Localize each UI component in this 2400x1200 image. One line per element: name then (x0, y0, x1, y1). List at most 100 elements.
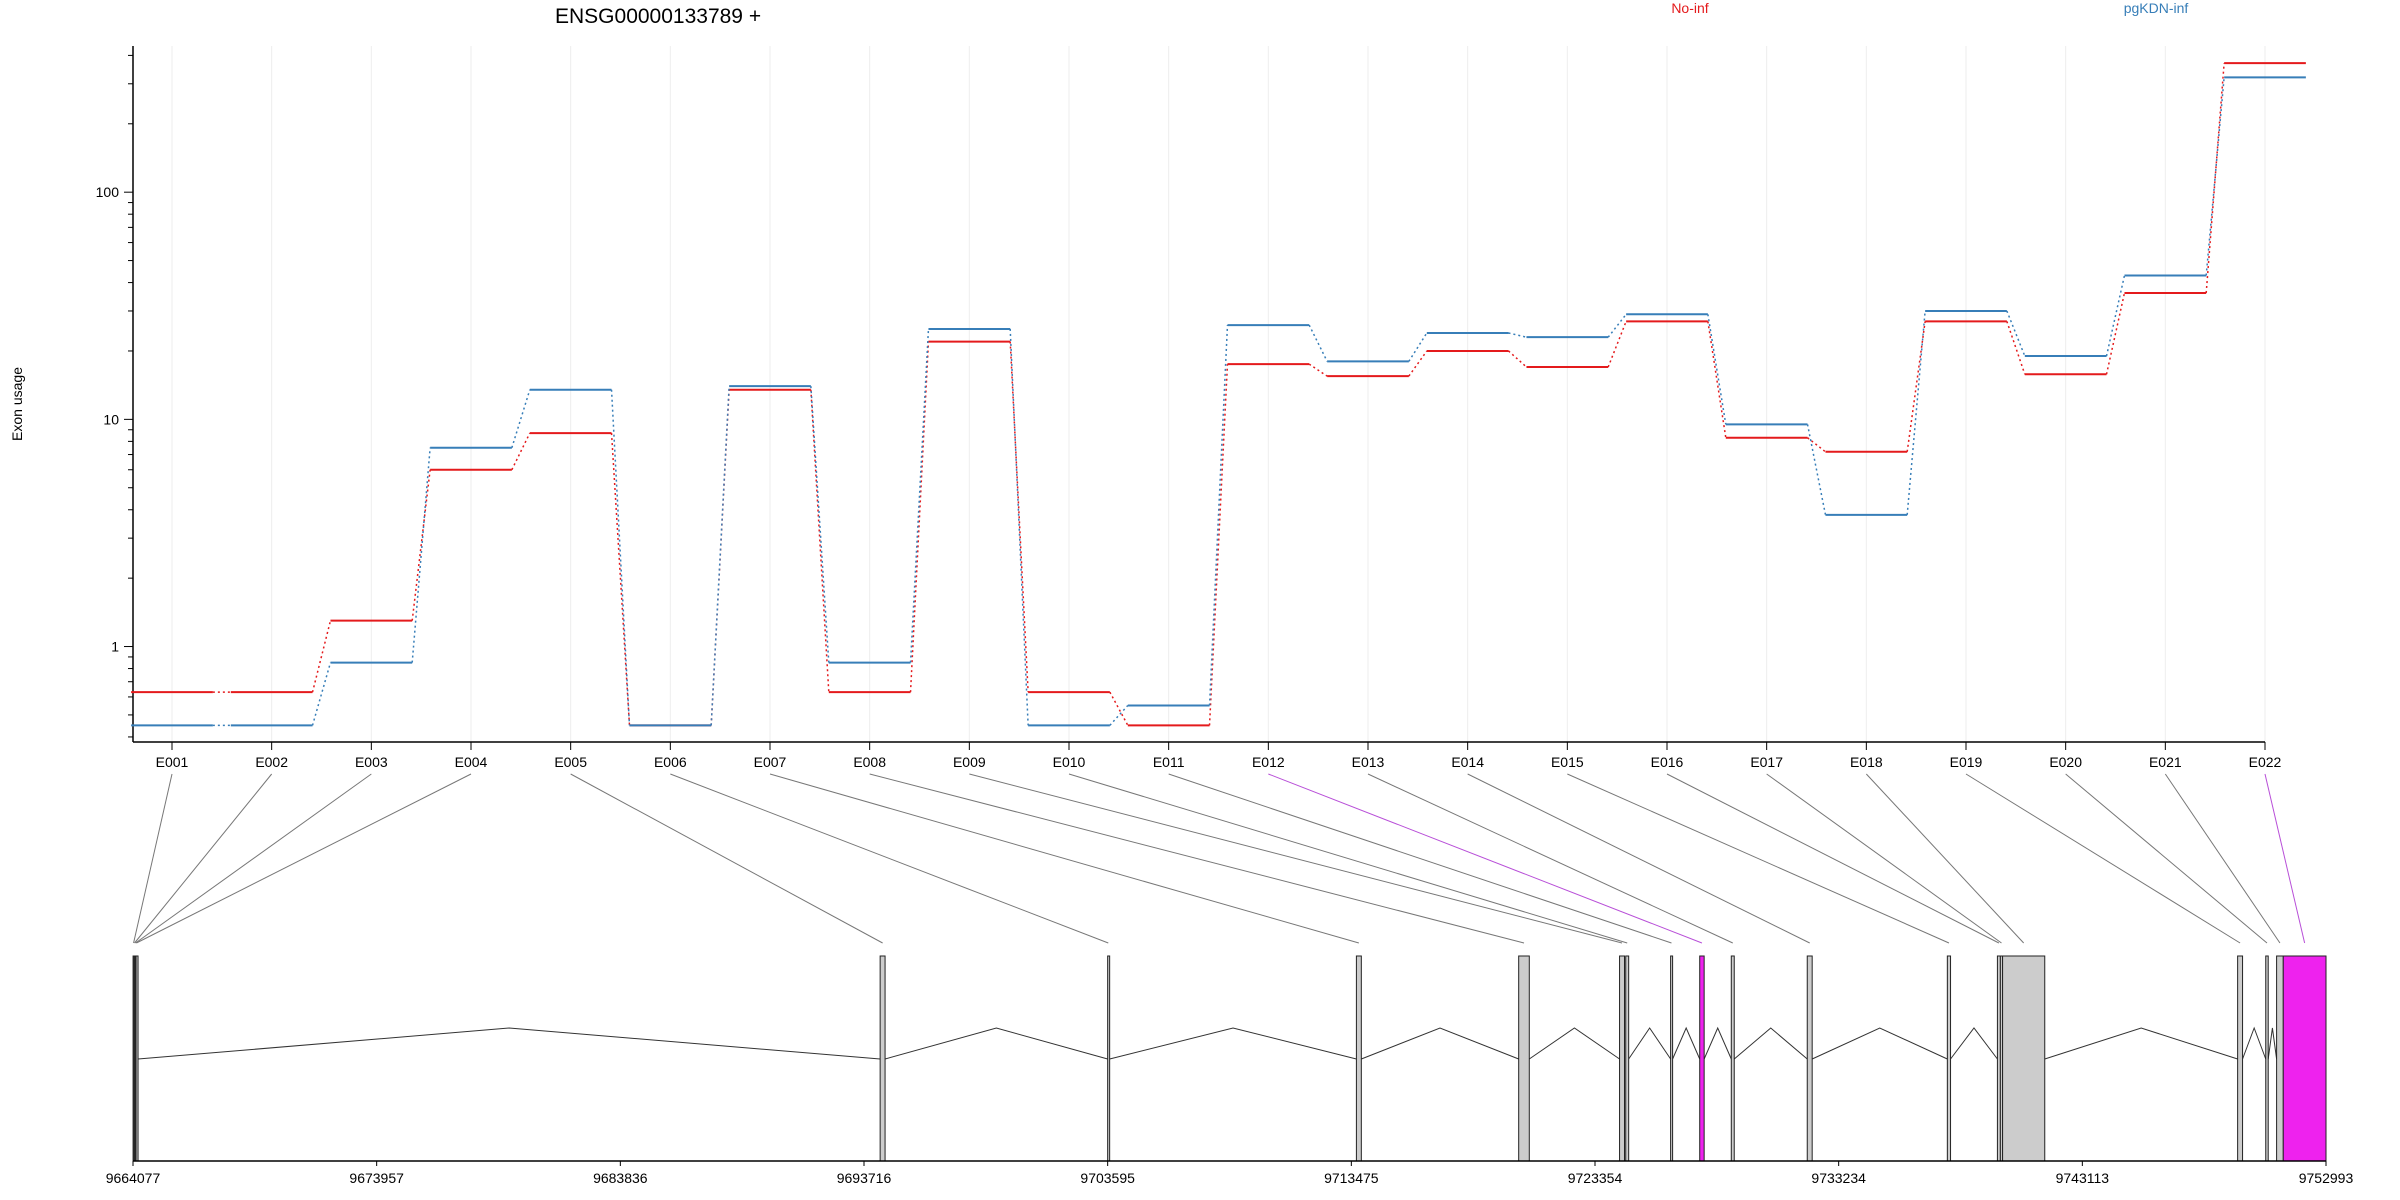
series-connector (1807, 437, 1826, 453)
exon-connector-e010 (1068, 773, 1628, 944)
exon-connector-e013 (1367, 773, 1733, 944)
series-connector (810, 386, 830, 663)
exon-box-e009 (1619, 955, 1625, 1162)
exon-box-e018 (2002, 955, 2046, 1162)
series-connector (2006, 321, 2026, 375)
series-connector (2205, 77, 2225, 276)
x-tick-label-e005: E005 (554, 754, 587, 770)
exon-box-e014 (1806, 955, 1813, 1162)
x-tick-label-e009: E009 (953, 754, 986, 770)
exon-box-e013 (1730, 955, 1735, 1162)
x-tick-label-e012: E012 (1252, 754, 1285, 770)
exon-connector-e011 (1168, 773, 1672, 944)
gene-model: 9664077 9673957 9683836 9693716 9703595 97134… (106, 955, 2354, 1186)
x-tick-label-e002: E002 (255, 754, 288, 770)
genomic-coordinate-label: 9683836 (593, 1170, 648, 1186)
x-tick-label-e014: E014 (1451, 754, 1484, 770)
exon-box-e020 (2265, 955, 2269, 1162)
series-connector (1806, 424, 1827, 515)
genomic-coordinate-label: 9743113 (2056, 1170, 2110, 1186)
series-connector (1906, 321, 1926, 452)
axis-layer: 1 10 100 E001 E002 E003 E004 E005 E006 E007 E008 E0… (96, 46, 2282, 770)
series-connector (1906, 310, 1926, 515)
exon-box-e022 (2282, 955, 2327, 1162)
exon-connector-e006 (670, 773, 1109, 944)
exon-connector-e022 (2264, 773, 2306, 944)
intron-line (1628, 1027, 1672, 1060)
series-connector (1607, 321, 1627, 368)
x-tick-label-e003: E003 (355, 754, 388, 770)
exon-connector-e008 (869, 773, 1525, 944)
series-connector (1308, 324, 1328, 362)
x-tick-label-e015: E015 (1551, 754, 1584, 770)
exon-connector-e012 (1268, 773, 1703, 944)
x-tick-label-e007: E007 (754, 754, 787, 770)
series-connector (1408, 332, 1428, 362)
exon-connector-e001 (133, 773, 173, 944)
series-connector (511, 432, 531, 471)
exon-box-e015 (1946, 955, 1952, 1162)
x-tick-label-e021: E021 (2149, 754, 2182, 770)
intron-line (1361, 1027, 1519, 1060)
genomic-coordinate-label: 9752993 (2299, 1170, 2354, 1186)
exon-box-e019 (2237, 955, 2244, 1162)
x-tick-label-e016: E016 (1651, 754, 1684, 770)
exon-connector-e020 (2065, 773, 2268, 944)
series-connector (511, 389, 531, 448)
exon-box-e007 (1355, 955, 1362, 1162)
series-connector (610, 389, 631, 726)
exon-connector-e018 (1865, 773, 2025, 944)
series-connector (1109, 705, 1129, 726)
exon-box-e004 (135, 955, 139, 1162)
intron-line (137, 1027, 881, 1060)
series-connector (2105, 275, 2126, 357)
intron-line (1672, 1026, 1701, 1060)
intron-line (2267, 1027, 2278, 1060)
exon-box-e010 (1625, 955, 1630, 1162)
exon-box-e006 (1107, 955, 1111, 1162)
intron-line (884, 1027, 1108, 1060)
exon-connector-e016 (1666, 773, 2000, 944)
exon-connector-e005 (570, 773, 883, 944)
y-tick-label: 10 (103, 411, 119, 427)
legend-entry-pgkdn-inf: pgKDN-inf (2124, 0, 2189, 16)
genomic-coordinate-label: 9703595 (1080, 1170, 1135, 1186)
x-tick-label-e019: E019 (1950, 754, 1983, 770)
series-connector (909, 328, 930, 663)
exon-box-e005 (879, 955, 886, 1162)
intron-line (1733, 1027, 1808, 1060)
series-connector (2006, 310, 2026, 357)
series-connector (810, 389, 830, 693)
x-tick-label-e001: E001 (156, 754, 189, 770)
genomic-coordinate-label: 9693716 (837, 1170, 892, 1186)
y-tick-label: 100 (96, 184, 120, 200)
x-tick-label-e017: E017 (1750, 754, 1783, 770)
series-connector (311, 662, 332, 726)
legend-entry-no-inf: No-inf (1671, 0, 1708, 16)
grid-layer (171, 46, 2266, 742)
exon-connector-e004 (136, 773, 472, 944)
series-layer (131, 62, 2306, 727)
series-connector (311, 620, 332, 693)
series-connector (1109, 691, 1129, 726)
series-connector (1009, 328, 1029, 726)
exon-box-e012 (1699, 955, 1705, 1162)
exon-connector-e003 (135, 773, 372, 944)
series-connector (411, 447, 431, 663)
exon-box-e021 (2276, 955, 2284, 1162)
series-connector (610, 433, 631, 726)
intron-line (1109, 1027, 1357, 1060)
series-connector (411, 469, 431, 621)
exon-connector-e017 (1766, 773, 2002, 944)
chart-title: ENSG00000133789 + (555, 5, 761, 28)
intron-line (1811, 1027, 1948, 1060)
exon-connector-e014 (1467, 773, 1810, 944)
series-pgkdn-inf (131, 76, 2306, 727)
exon-connector-e002 (134, 773, 273, 944)
x-tick-label-e011: E011 (1153, 754, 1185, 770)
exon-box-e008 (1518, 955, 1530, 1162)
series-connector (710, 386, 730, 726)
exon-box-e011 (1670, 955, 1674, 1162)
exon-connector-e009 (969, 773, 1623, 944)
x-tick-label-e018: E018 (1850, 754, 1883, 770)
